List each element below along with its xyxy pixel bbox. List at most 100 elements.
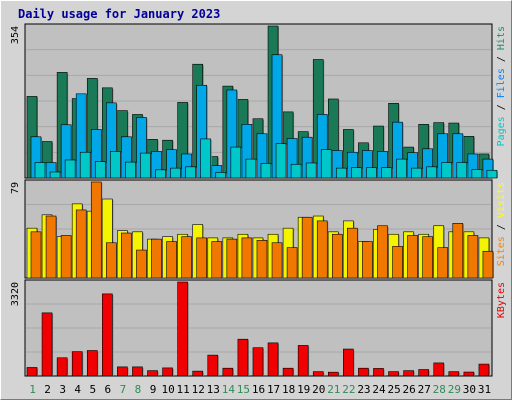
bar-sites-day-13	[211, 241, 223, 279]
legend-part: Visits	[496, 182, 507, 218]
bar-sites-day-18	[286, 247, 298, 279]
bar-pages-day-10	[170, 167, 181, 179]
bar-sites-day-15	[241, 237, 253, 279]
x-tick-day-13: 13	[207, 383, 220, 396]
x-tick-day-31: 31	[478, 383, 491, 396]
bar-kbytes-day-26	[403, 370, 414, 377]
bar-pages-day-5	[94, 161, 106, 179]
bar-kbytes-day-10	[162, 367, 173, 377]
x-tick-day-18: 18	[282, 383, 295, 396]
panel-kbytes: 3320 KBytes	[10, 279, 507, 377]
bar-kbytes-day-11	[177, 281, 188, 377]
legend-part: Hits	[496, 26, 507, 50]
x-tick-day-30: 30	[463, 383, 476, 396]
bar-sites-day-17	[271, 242, 283, 279]
bar-pages-day-7	[125, 161, 136, 179]
x-tick-day-15: 15	[237, 383, 250, 396]
bar-sites-day-7	[121, 232, 132, 279]
bar-sites-day-27	[422, 236, 433, 279]
bar-kbytes-day-8	[132, 366, 143, 377]
y-max-label: 79	[10, 182, 21, 194]
legend-part: /	[496, 50, 507, 68]
x-tick-day-8: 8	[135, 383, 142, 396]
bar-kbytes-day-14	[222, 367, 234, 377]
x-tick-day-12: 12	[192, 383, 205, 396]
legend-part: /	[496, 98, 507, 116]
bar-kbytes-day-6	[102, 293, 113, 377]
bar-kbytes-day-16	[252, 347, 264, 377]
bar-kbytes-day-18	[282, 367, 294, 377]
bar-pages-day-9	[155, 169, 166, 179]
bar-kbytes-day-28	[433, 362, 445, 377]
bar-sites-day-25	[392, 246, 403, 279]
bar-sites-day-22	[347, 227, 358, 279]
bar-pages-day-2	[49, 171, 61, 179]
x-tick-day-16: 16	[252, 383, 265, 396]
bar-kbytes-day-17	[267, 342, 279, 377]
legend-part: Pages	[496, 116, 507, 146]
x-tick-day-19: 19	[297, 383, 310, 396]
bar-kbytes-day-1	[26, 367, 38, 377]
legend-label: Pages / Files / Hits	[496, 26, 507, 146]
bar-sites-day-23	[362, 241, 373, 279]
x-tick-day-10: 10	[161, 383, 174, 396]
bar-pages-day-12	[200, 138, 212, 179]
bar-pages-day-17	[275, 143, 287, 179]
bar-pages-day-20	[320, 149, 332, 179]
bar-sites-day-31	[482, 250, 494, 279]
panel-visits-sites: 79 Sites / Visits	[10, 179, 507, 279]
bar-kbytes-day-19	[297, 345, 309, 377]
bar-pages-day-21	[335, 167, 347, 179]
bar-sites-day-14	[226, 238, 238, 279]
bar-pages-day-29	[456, 162, 468, 179]
bar-kbytes-day-21	[327, 371, 339, 377]
bar-sites-day-21	[331, 233, 343, 279]
x-tick-day-28: 28	[433, 383, 446, 396]
x-tick-day-23: 23	[357, 383, 370, 396]
x-tick-day-26: 26	[403, 383, 416, 396]
x-tick-day-9: 9	[150, 383, 157, 396]
bar-kbytes-day-30	[463, 371, 475, 377]
x-tick-day-2: 2	[44, 383, 51, 396]
x-tick-day-20: 20	[312, 383, 325, 396]
bar-sites-day-8	[136, 249, 147, 279]
bar-sites-day-28	[437, 247, 449, 279]
bar-pages-day-27	[426, 166, 437, 179]
legend-label: KBytes	[496, 282, 507, 318]
x-tick-day-14: 14	[222, 383, 236, 396]
legend-label: Sites / Visits	[496, 182, 507, 266]
bar-sites-day-30	[467, 235, 479, 279]
bar-pages-day-25	[396, 158, 407, 179]
y-max-label: 3320	[10, 282, 21, 306]
bar-pages-day-22	[351, 167, 362, 179]
bar-kbytes-day-3	[56, 357, 68, 377]
bar-sites-day-29	[452, 223, 464, 279]
bar-sites-day-24	[377, 225, 388, 279]
bar-pages-day-26	[411, 167, 422, 179]
bar-kbytes-day-25	[388, 371, 399, 377]
bar-kbytes-day-5	[86, 350, 98, 377]
x-tick-day-1: 1	[29, 383, 36, 396]
legend-part: Sites	[496, 236, 507, 266]
x-tick-day-17: 17	[267, 383, 280, 396]
bar-pages-day-6	[110, 151, 121, 179]
bar-kbytes-day-15	[237, 338, 249, 377]
bar-sites-day-9	[151, 238, 162, 279]
panel-hits-files-pages: 354 Pages / Files / Hits	[10, 23, 507, 179]
bar-sites-day-20	[316, 220, 328, 279]
chart-title: Daily usage for January 2023	[18, 7, 221, 21]
legend-part: Files	[496, 68, 507, 98]
bar-kbytes-day-12	[192, 370, 204, 377]
bar-kbytes-day-24	[373, 368, 384, 377]
bar-kbytes-day-7	[117, 366, 128, 377]
bar-kbytes-day-27	[418, 369, 429, 377]
bar-kbytes-day-4	[71, 351, 83, 377]
bar-pages-day-18	[290, 163, 302, 179]
bar-pages-day-24	[381, 167, 392, 179]
bar-sites-day-6	[106, 242, 117, 279]
bar-pages-day-15	[245, 158, 257, 179]
bar-pages-day-14	[230, 146, 242, 179]
x-tick-day-7: 7	[120, 383, 127, 396]
bar-pages-day-19	[305, 162, 317, 179]
